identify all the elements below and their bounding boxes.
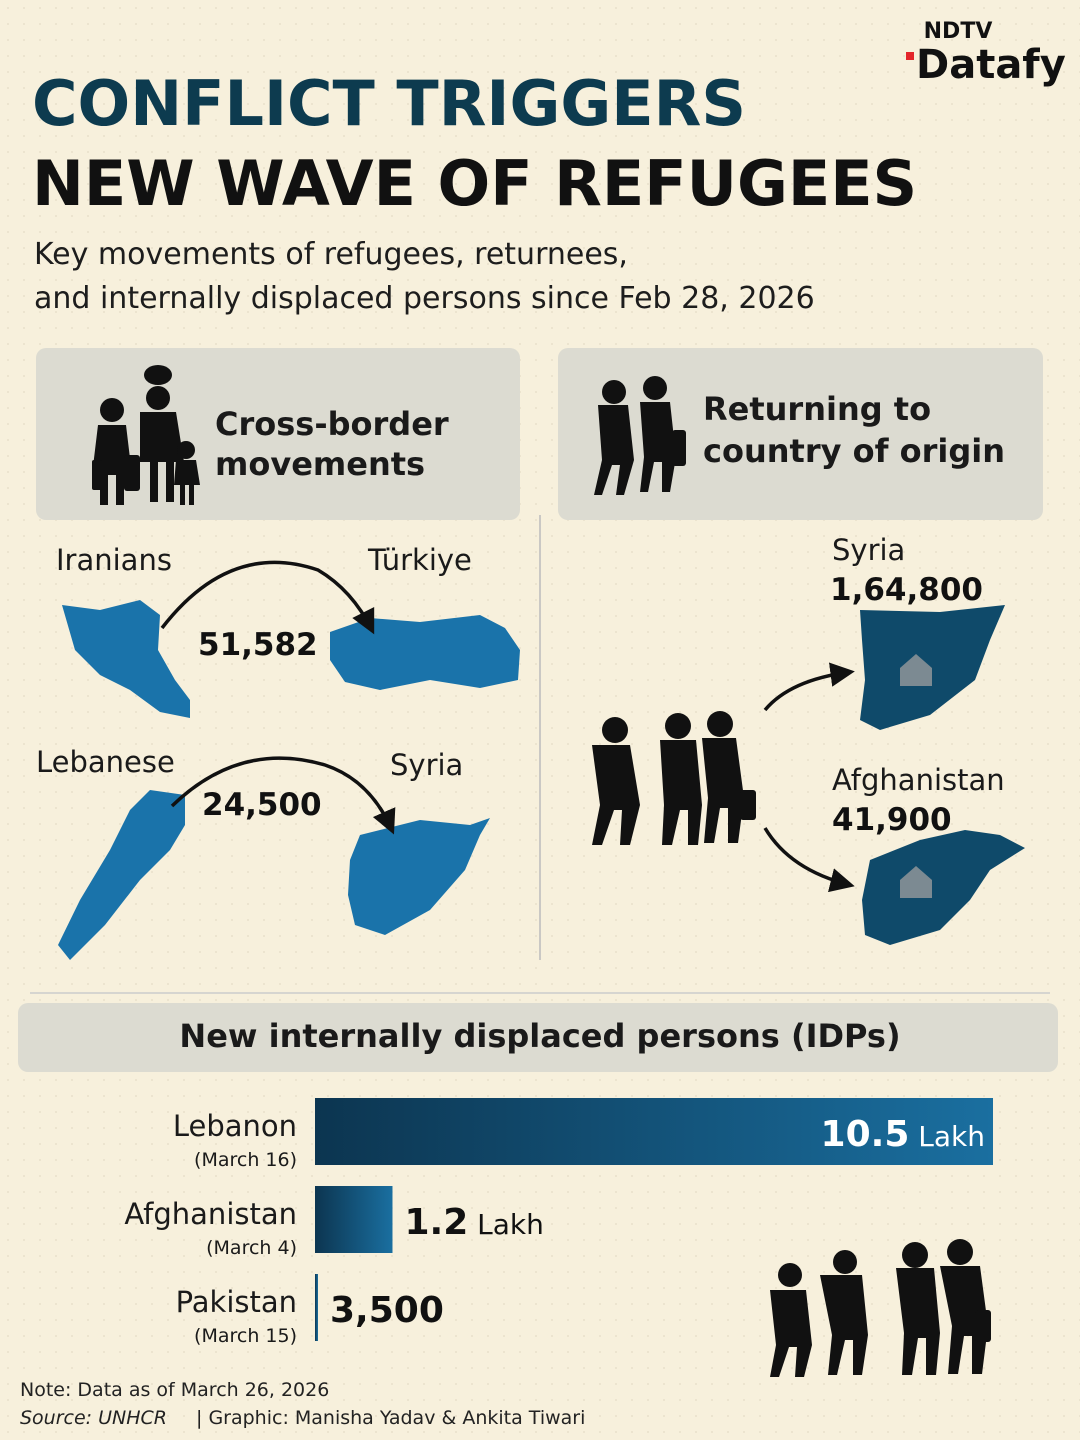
title-line: NEW WAVE OF REFUGEES <box>32 147 917 220</box>
flow-arrow <box>160 560 375 635</box>
bar <box>315 1186 393 1253</box>
value-label: 3,500 <box>330 1290 444 1331</box>
panel-heading: Cross-border <box>215 405 449 443</box>
value-number: 1.2 <box>404 1202 468 1243</box>
bar <box>315 1098 993 1165</box>
returnee-icon <box>594 376 686 495</box>
credit: | Graphic: Manisha Yadav & Ankita Tiwari <box>196 1407 585 1429</box>
category-label: Lebanon <box>173 1109 297 1143</box>
value-unit: Lakh <box>468 1208 544 1241</box>
home-icon <box>900 654 932 686</box>
map-syria-return <box>860 605 1005 730</box>
category-date: (March 15) <box>194 1325 297 1347</box>
logo-bottom: Datafy <box>916 42 1066 88</box>
value-number: 10.5 <box>821 1114 910 1155</box>
flow-to: Türkiye <box>367 543 472 577</box>
logo-dot <box>906 52 914 60</box>
title-line: CONFLICT TRIGGERS <box>32 67 746 140</box>
category-label: Afghanistan <box>124 1197 297 1231</box>
returnee-group <box>592 711 756 845</box>
flow-to: Syria <box>390 748 463 782</box>
flow-count: 24,500 <box>202 787 322 823</box>
value-number: 3,500 <box>330 1290 444 1331</box>
logo-top: NDTV <box>924 19 993 44</box>
flow-arrow <box>763 662 855 712</box>
flow-count: 51,582 <box>198 627 318 663</box>
panel-heading: movements <box>215 445 425 483</box>
flow-arrow <box>763 827 855 893</box>
bar <box>315 1274 318 1341</box>
bar-chart: Lebanon (March 16) 10.5 Lakh Afghanistan (Ma… <box>124 1098 993 1347</box>
flow-arrow <box>170 756 396 835</box>
category-label: Pakistan <box>176 1285 297 1319</box>
category-date: (March 16) <box>194 1149 297 1171</box>
map-afghanistan-return <box>862 830 1025 945</box>
map-lebanon <box>58 790 185 960</box>
flow-from: Lebanese <box>36 745 175 779</box>
refugee-silhouettes <box>770 1239 991 1377</box>
flow-count: 41,900 <box>832 802 952 838</box>
flow-from: Iranians <box>56 543 172 577</box>
panel-header <box>558 348 1043 520</box>
flow-count: 1,64,800 <box>830 572 983 608</box>
panel-heading: Returning to <box>703 390 931 428</box>
chart-title: New internally displaced persons (IDPs) <box>179 1017 900 1055</box>
flow-to: Syria <box>832 533 905 567</box>
subtitle-line: and internally displaced persons since F… <box>34 281 815 316</box>
panel-heading: country of origin <box>703 432 1005 470</box>
value-label: 10.5 Lakh <box>821 1114 985 1155</box>
map-turkiye <box>330 615 520 690</box>
subtitle-line: Key movements of refugees, returnees, <box>34 237 628 272</box>
map-syria <box>348 818 490 935</box>
category-date: (March 4) <box>206 1237 297 1259</box>
note: Note: Data as of March 26, 2026 <box>20 1379 329 1401</box>
source: Source: UNHCR <box>20 1407 167 1429</box>
family-icon <box>92 365 200 505</box>
value-unit: Lakh <box>909 1120 985 1153</box>
flow-to: Afghanistan <box>832 763 1005 797</box>
chart-header <box>18 1003 1058 1072</box>
value-label: 1.2 Lakh <box>404 1202 543 1243</box>
home-icon <box>900 866 932 898</box>
map-iran <box>62 600 190 718</box>
